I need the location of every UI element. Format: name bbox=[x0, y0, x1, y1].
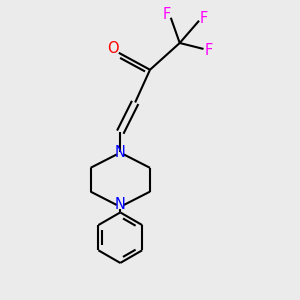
Text: O: O bbox=[107, 41, 119, 56]
Text: N: N bbox=[115, 197, 126, 212]
Text: F: F bbox=[205, 43, 213, 58]
Text: F: F bbox=[163, 7, 171, 22]
Text: N: N bbox=[115, 145, 126, 160]
Text: F: F bbox=[200, 11, 208, 26]
